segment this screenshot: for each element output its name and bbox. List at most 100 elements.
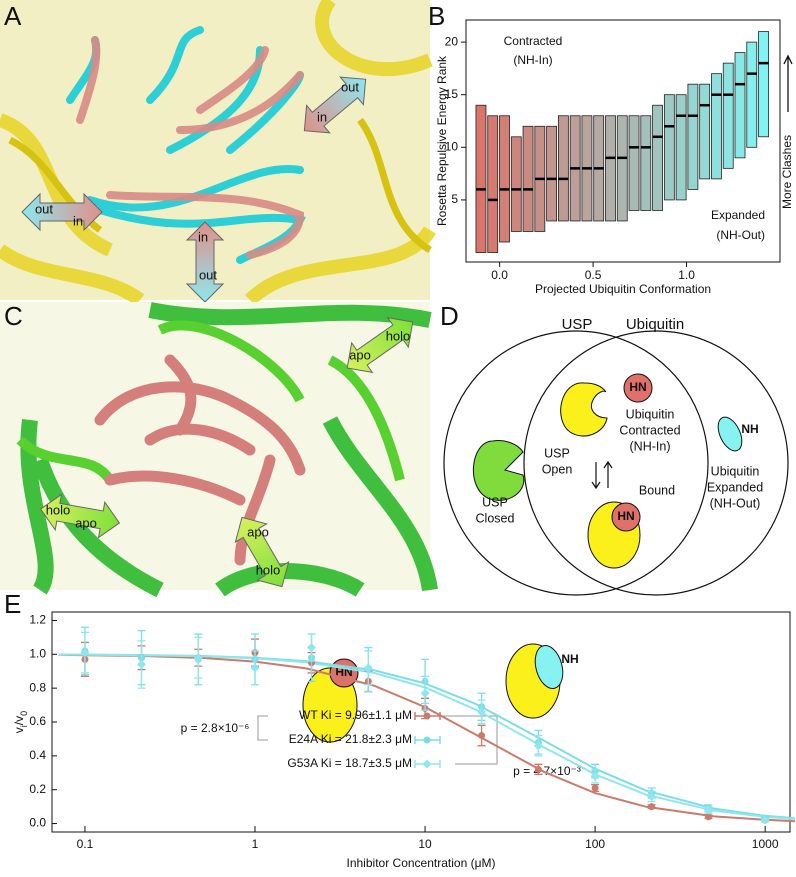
panel-a: out in out in in out <box>0 0 436 306</box>
point <box>80 648 90 658</box>
legend-label: G53A Ki = 18.7±3.5 μM <box>287 756 412 770</box>
y-tick-label: 1.2 <box>29 613 46 627</box>
range-bar <box>605 115 616 222</box>
contracted: Contracted <box>619 423 680 437</box>
arrow-label: holo <box>46 502 71 517</box>
p-value: p = 4.7×10⁻³ <box>513 764 581 778</box>
contracted-icon <box>623 373 653 403</box>
range-bar <box>475 104 487 253</box>
range-bar <box>711 73 722 180</box>
icon-label: HN <box>629 380 646 394</box>
range-bar <box>687 83 699 190</box>
expanded-icon <box>717 416 743 452</box>
point <box>533 741 543 751</box>
point <box>760 815 770 825</box>
usp-closed: USP <box>482 495 508 509</box>
range-bar <box>522 125 534 232</box>
set-circle <box>523 330 789 596</box>
x-tick-label: 100 <box>585 837 605 851</box>
x-tick-label: 0.0 <box>491 268 508 282</box>
point <box>193 653 203 663</box>
y-title-part: i <box>19 725 29 727</box>
point <box>363 663 373 673</box>
y-tick-label: 15 <box>445 87 459 101</box>
panel-d: USP Ubiquitin USP Closed USP Open HN Ubi… <box>443 316 789 596</box>
point <box>136 659 146 669</box>
set-label: USP <box>562 316 593 333</box>
y-axis-title: Rosetta Repulsive Energy Rank <box>435 55 449 226</box>
annotation: (NH-Out) <box>716 228 765 242</box>
icon-label: NH <box>561 652 578 666</box>
range-bar <box>510 136 522 232</box>
annotation: (NH-In) <box>513 53 552 67</box>
point <box>307 643 317 653</box>
arrow-label: holo <box>256 562 281 577</box>
panel-e-decor: HN NH p = 2.8×10⁻⁶ p = 4.7×10⁻³ <box>181 643 581 778</box>
range-bar <box>616 115 628 222</box>
usp-closed: Closed <box>476 511 515 525</box>
y-title-part: /v <box>12 716 26 725</box>
side-arrow <box>783 54 793 112</box>
contracted: Ubiquitin <box>626 407 675 421</box>
sheet <box>20 302 438 598</box>
expanded: Ubiquitin <box>711 464 760 478</box>
range-bar <box>722 62 734 169</box>
arrow-label: in <box>73 213 83 228</box>
point <box>703 805 713 815</box>
set-label: Ubiquitin <box>626 316 684 333</box>
x-tick-label: 0.5 <box>585 268 602 282</box>
point <box>704 813 712 821</box>
expanded: (NH-Out) <box>710 496 761 510</box>
annotation: Expanded <box>711 208 765 222</box>
y-axis-title: vi/v0 <box>12 711 29 733</box>
point <box>478 732 486 740</box>
usp-closed-icon <box>473 440 525 501</box>
significance-bracket <box>257 715 498 765</box>
point <box>420 688 430 698</box>
usp-open: Open <box>542 462 573 476</box>
annotation: Contracted <box>504 34 563 48</box>
p-value: p = 2.8×10⁻⁶ <box>181 721 250 735</box>
range-bar <box>546 125 558 222</box>
plot-frame <box>465 19 781 263</box>
x-axis-title: Inhibitor Concentration (μM) <box>347 856 496 870</box>
y-tick-label: 5 <box>451 192 458 206</box>
point <box>590 771 600 781</box>
arrow-label: out <box>199 267 217 282</box>
arrow-label: in <box>317 109 327 124</box>
panel-label: E <box>4 589 21 619</box>
range-bar <box>557 115 569 222</box>
set-circle <box>443 330 709 596</box>
panel-c: holo apo holo apo apo holo <box>0 302 438 598</box>
range-bar <box>734 52 746 159</box>
expanded: Expanded <box>707 480 763 494</box>
range-bar <box>499 115 510 243</box>
panel-label: B <box>428 1 445 31</box>
y-tick-label: 0.8 <box>29 680 46 694</box>
arrow-label: in <box>198 229 208 244</box>
point <box>250 663 260 673</box>
x-axis-title: Projected Ubiquitin Conformation <box>535 282 711 296</box>
contracted: (NH-In) <box>630 439 671 453</box>
panel-label: A <box>4 1 22 31</box>
helix <box>16 320 405 484</box>
y-tick-label: 0.4 <box>29 748 46 762</box>
point <box>477 707 487 717</box>
usp-open-icon <box>560 382 608 437</box>
y-tick-label: 0.2 <box>29 782 46 796</box>
legend-label: E24A Ki = 21.8±2.3 μM <box>289 732 412 746</box>
range-bar <box>758 31 769 138</box>
point <box>591 784 599 792</box>
usp-open: USP <box>544 446 570 460</box>
point <box>648 803 656 811</box>
icon-label: NH <box>741 422 758 436</box>
legend-label: WT Ki = 9.96±1.1 μM <box>299 708 412 722</box>
arrow-label: apo <box>75 515 97 530</box>
y-tick-label: 10 <box>445 139 459 153</box>
x-tick-label: 1.0 <box>678 268 695 282</box>
panel-label: C <box>4 301 23 331</box>
range-bar <box>628 115 640 211</box>
y-tick-label: 0.6 <box>29 714 46 728</box>
x-tick-label: 1 <box>252 837 259 851</box>
